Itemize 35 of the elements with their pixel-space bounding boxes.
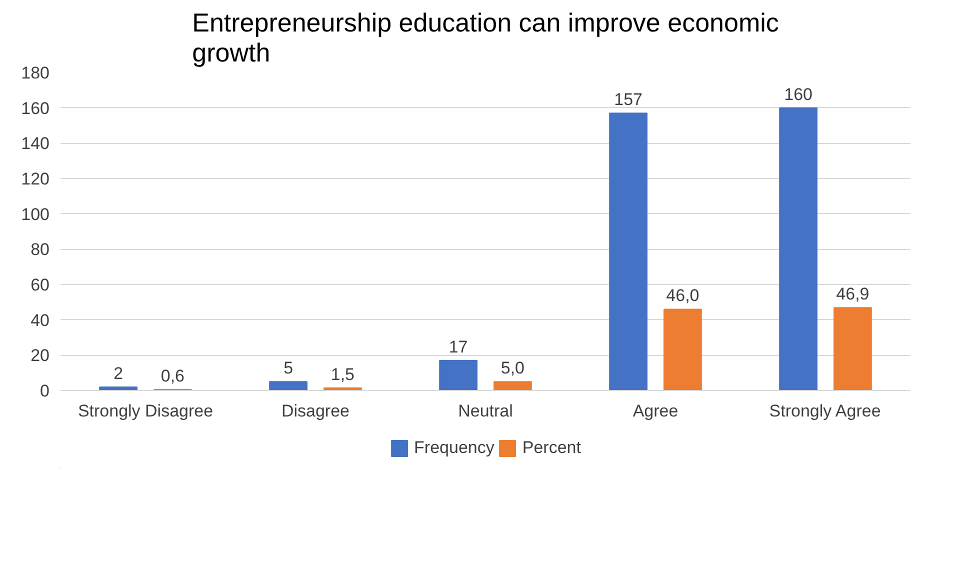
data-label: 2 xyxy=(114,364,124,383)
y-tick-label: 0 xyxy=(40,382,50,400)
y-tick-label: 60 xyxy=(30,276,50,294)
legend-label: Frequency xyxy=(414,438,494,458)
y-tick-label: 40 xyxy=(30,310,50,330)
data-label: 0,6 xyxy=(160,366,185,386)
bar xyxy=(779,107,818,390)
bar xyxy=(609,112,648,390)
data-label: 160 xyxy=(784,84,812,104)
y-tick-label: 100 xyxy=(21,204,50,224)
data-label: 17 xyxy=(448,337,468,356)
legend-label: Percent xyxy=(522,438,581,458)
bar xyxy=(439,360,478,390)
y-tick-label: 180 xyxy=(21,64,50,82)
y-tick-label: 120 xyxy=(21,170,50,188)
data-label: 157 xyxy=(614,90,642,110)
x-tick-label: Strongly Disagree xyxy=(78,402,214,420)
data-label: 46,9 xyxy=(836,284,870,304)
y-tick-label: 160 xyxy=(21,98,50,118)
data-label: 46,0 xyxy=(666,286,700,306)
data-label: 5 xyxy=(284,358,294,378)
x-tick-label: Disagree xyxy=(281,402,350,420)
x-tick-label: Neutral xyxy=(458,402,513,420)
y-tick-label: 80 xyxy=(30,240,50,260)
y-tick-label: 20 xyxy=(30,346,50,366)
data-label: 5,0 xyxy=(500,358,525,378)
bar xyxy=(494,381,532,390)
bar xyxy=(664,308,702,390)
x-tick-label: Strongly Agree xyxy=(769,402,881,420)
bar xyxy=(269,381,308,390)
y-tick-label: 140 xyxy=(21,134,50,154)
data-label: 1,5 xyxy=(330,364,355,384)
chart-title: Entrepreneurship education can improve economic growth xyxy=(192,8,779,68)
x-tick-label: Agree xyxy=(632,402,678,420)
bar xyxy=(834,307,872,390)
